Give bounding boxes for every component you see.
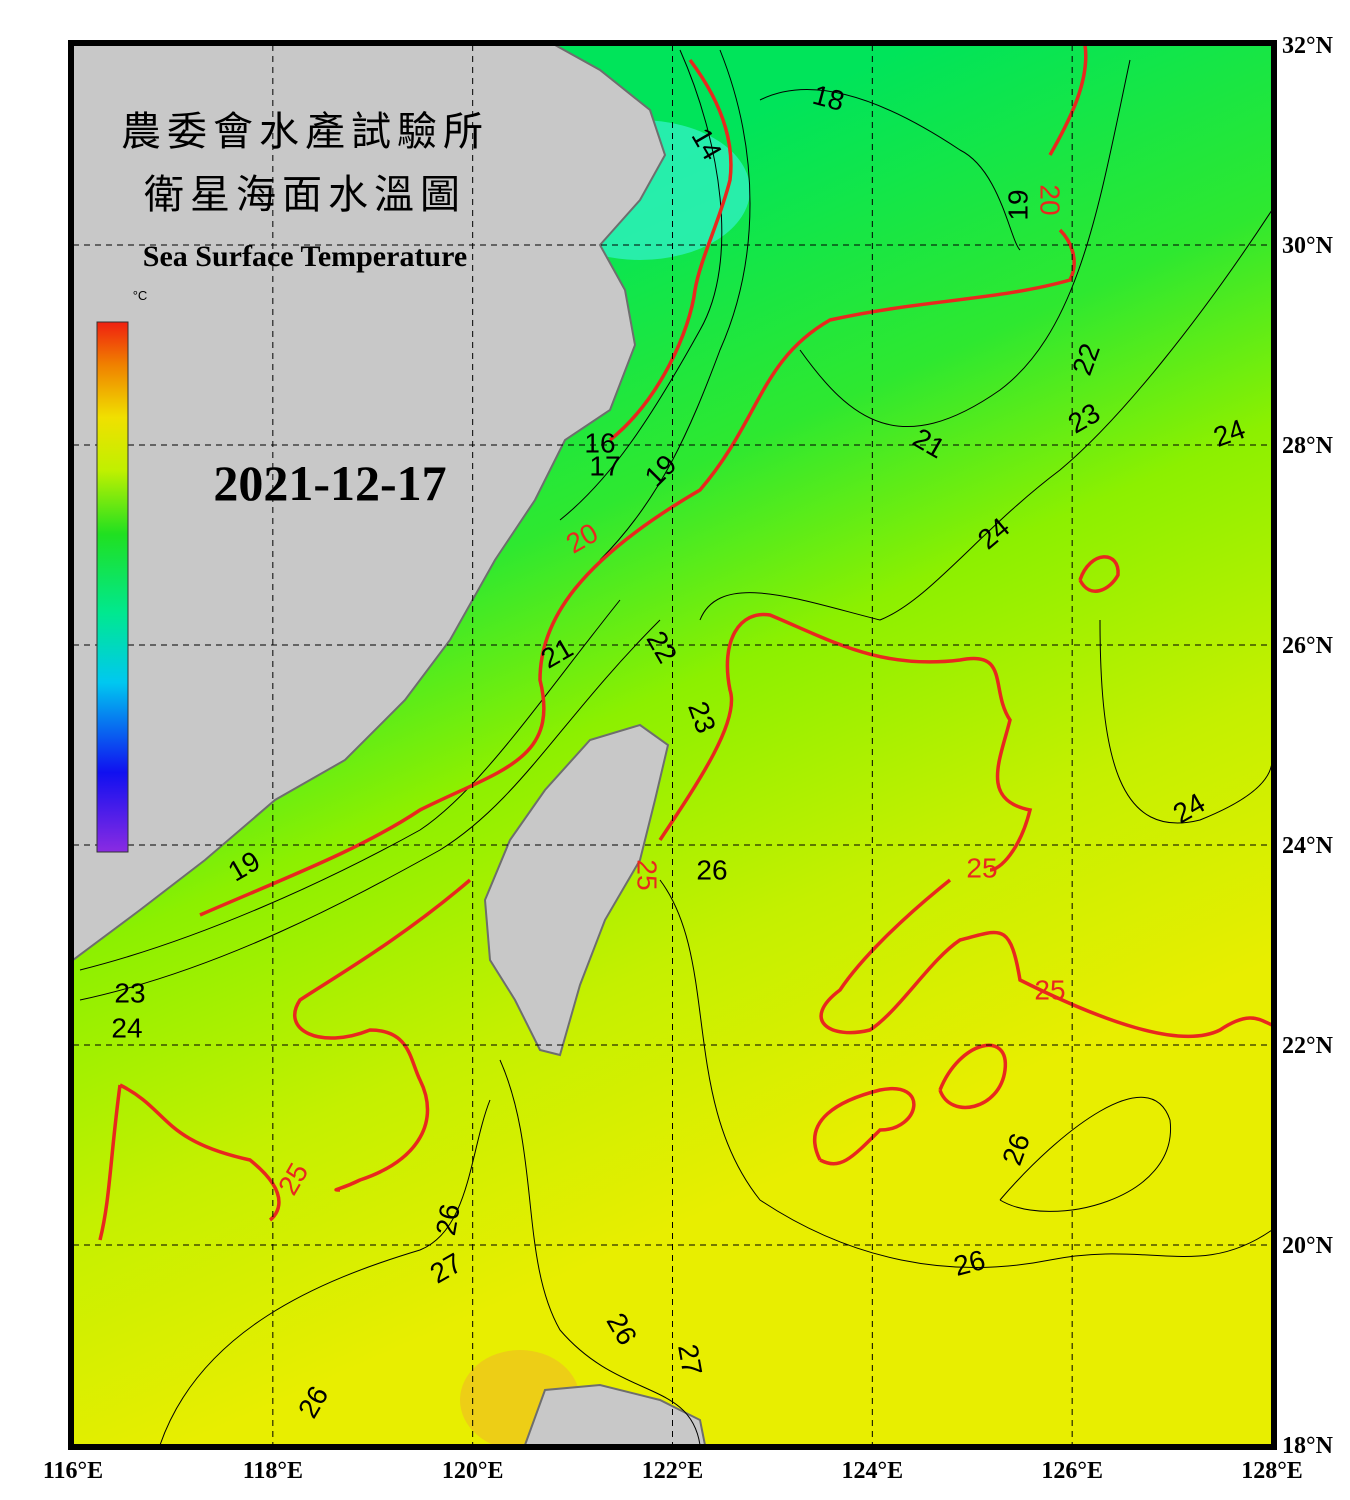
isotherm [599, 49, 751, 561]
contour-label: 25 [632, 859, 663, 890]
lat-tick-label: 18°N [1282, 1433, 1334, 1459]
title-zh: 衛星海面水溫圖 [144, 172, 466, 217]
lat-tick-label: 32°N [1282, 33, 1334, 59]
colorbar-scale [96, 321, 129, 853]
isotherm-25 [812, 1086, 916, 1166]
taiwan [483, 723, 670, 1057]
isotherm-20 [608, 58, 733, 442]
isotherm [799, 59, 1131, 428]
contour-label: 26 [430, 1202, 466, 1238]
lon-tick-label: 118°E [243, 1458, 303, 1484]
isotherm [79, 619, 661, 1001]
lon-tick-label: 122°E [642, 1458, 704, 1484]
map-frame [68, 40, 1277, 1450]
lat-tick-label: 30°N [1282, 233, 1334, 259]
isotherm-20 [199, 228, 1076, 917]
isotherm [659, 879, 1272, 1268]
lon-tick-label: 124°E [842, 1458, 904, 1484]
isotherm-25 [98, 1084, 122, 1241]
contour-label: 19 [1002, 189, 1033, 220]
isotherm-25 [119, 1083, 281, 1222]
mainland [73, 45, 667, 962]
isotherm-20 [1048, 45, 1088, 156]
isotherm [559, 49, 723, 521]
date: 2021-12-17 [213, 455, 446, 511]
lat-tick-label: 28°N [1282, 433, 1334, 459]
contour-label: 16 [584, 427, 615, 458]
lon-tick-label: 126°E [1041, 1458, 1103, 1484]
colorbar: °C [96, 288, 148, 853]
isotherm-25 [658, 612, 1033, 872]
contour-label: 27 [672, 1342, 708, 1378]
lat-tick-label: 22°N [1282, 1033, 1334, 1059]
lat-tick-label: 26°N [1282, 633, 1334, 659]
contour-label: 25 [966, 852, 997, 883]
contour-label: 23 [114, 977, 145, 1008]
lon-tick-label: 120°E [442, 1458, 504, 1484]
contour-label: 26 [696, 854, 727, 885]
isotherm-25 [938, 1043, 1007, 1110]
isotherm [999, 1096, 1171, 1212]
isotherm [1099, 619, 1272, 824]
isotherm [759, 89, 1021, 251]
lat-tick-label: 20°N [1282, 1233, 1334, 1259]
contour-label: 25 [1034, 974, 1065, 1005]
contour-label: 24 [111, 1012, 142, 1043]
isotherm [699, 209, 1272, 621]
lon-tick-label: 116°E [43, 1458, 103, 1484]
luzon [523, 1383, 707, 1445]
isotherm-25 [293, 878, 472, 1192]
graticule [73, 45, 1272, 1445]
lat-tick-label: 24°N [1282, 833, 1334, 859]
isotherm [79, 599, 621, 971]
contour-label: 20 [1035, 184, 1066, 215]
colorbar-unit: °C [133, 288, 148, 303]
isotherm [159, 1099, 491, 1445]
isotherm-25 [1078, 555, 1120, 593]
contour-label: 17 [589, 450, 620, 481]
isotherm-highlight [98, 45, 1272, 1241]
title-zh: 農委會水產試驗所 [121, 109, 489, 154]
lon-tick-label: 128°E [1241, 1458, 1303, 1484]
title-en: Sea Surface Temperature [143, 240, 467, 273]
isotherm-25 [819, 878, 1272, 1039]
